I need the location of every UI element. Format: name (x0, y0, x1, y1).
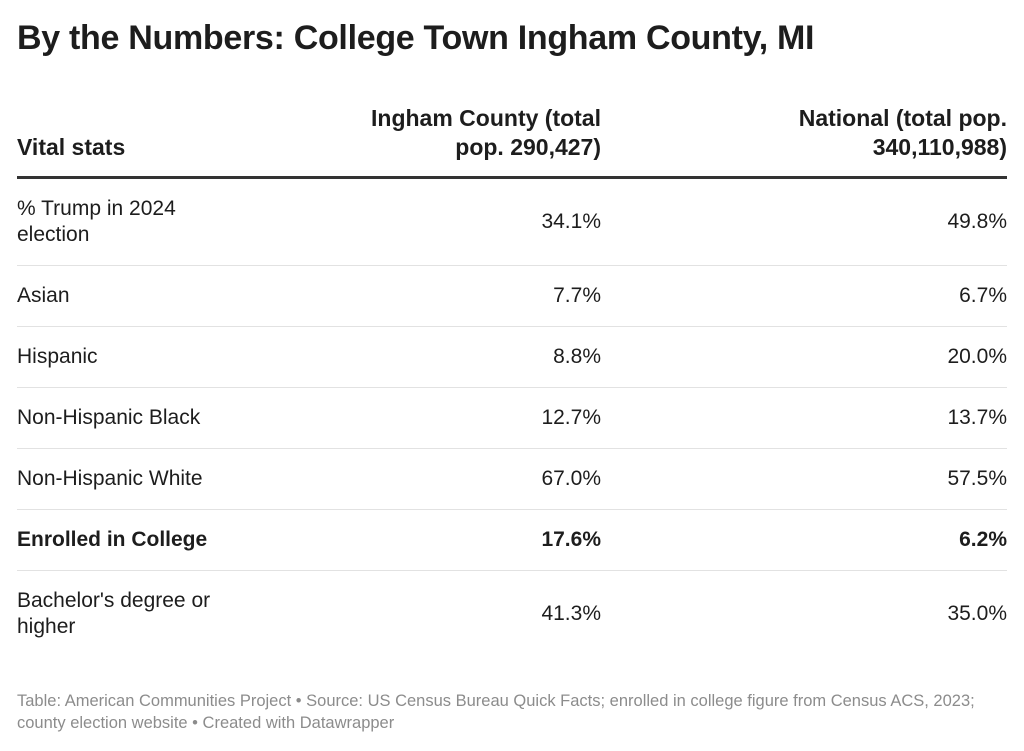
table-row: Non-Hispanic Black 12.7% 13.7% (17, 387, 1007, 449)
table-header-row: Vital stats Ingham County (total pop. 29… (17, 104, 1007, 179)
row-label: % Trump in 2024 election (17, 177, 347, 266)
row-label: Non-Hispanic Black (17, 387, 347, 449)
column-header-county: Ingham County (total pop. 290,427) (347, 104, 601, 179)
row-label: Non-Hispanic White (17, 448, 347, 510)
column-header-national-label: National (total pop. 340,110,988) (798, 105, 1007, 160)
national-value: 49.8% (601, 177, 1007, 266)
county-value: 12.7% (347, 387, 601, 449)
row-label-text: Bachelor's degree or higher (17, 589, 211, 638)
column-header-national: National (total pop. 340,110,988) (601, 104, 1007, 179)
table-row: Asian 7.7% 6.7% (17, 265, 1007, 327)
table-row: Non-Hispanic White 67.0% 57.5% (17, 448, 1007, 510)
county-value: 7.7% (347, 265, 601, 327)
table-row-highlighted: Enrolled in College 17.6% 6.2% (17, 509, 1007, 571)
row-label: Enrolled in College (17, 509, 347, 571)
county-value: 8.8% (347, 326, 601, 388)
stats-table: Vital stats Ingham County (total pop. 29… (17, 104, 1007, 657)
column-header-vital-stats: Vital stats (17, 104, 347, 179)
national-value: 57.5% (601, 448, 1007, 510)
national-value: 20.0% (601, 326, 1007, 388)
row-label: Asian (17, 265, 347, 327)
table-row: Hispanic 8.8% 20.0% (17, 326, 1007, 388)
county-value: 67.0% (347, 448, 601, 510)
table-row: Bachelor's degree or higher 41.3% 35.0% (17, 571, 1007, 658)
table-row: % Trump in 2024 election 34.1% 49.8% (17, 177, 1007, 266)
national-value: 35.0% (947, 602, 1007, 625)
row-label-text: % Trump in 2024 election (17, 197, 176, 246)
national-value: 13.7% (601, 387, 1007, 449)
row-label: Hispanic (17, 326, 347, 388)
column-header-county-label: Ingham County (total pop. 290,427) (371, 105, 601, 160)
source-footer: Table: American Communities Project • So… (17, 692, 975, 732)
county-value: 34.1% (347, 177, 601, 266)
row-label: Bachelor's degree or higher (17, 571, 347, 658)
chart-container: By the Numbers: College Town Ingham Coun… (17, 18, 1007, 657)
national-value: 6.7% (601, 265, 1007, 327)
county-value: 41.3% (541, 602, 601, 625)
chart-title: By the Numbers: College Town Ingham Coun… (17, 19, 815, 57)
county-value: 17.6% (347, 509, 601, 571)
national-value: 6.2% (601, 509, 1007, 571)
